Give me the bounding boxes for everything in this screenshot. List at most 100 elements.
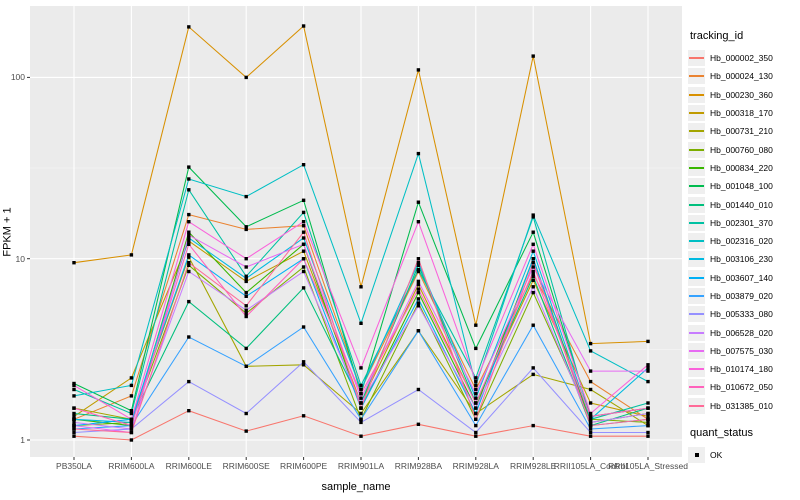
legend-item: Hb_000731_210 [688,122,800,140]
data-point [646,379,650,384]
data-point [531,265,535,269]
data-point [474,396,478,400]
data-point [588,427,593,431]
legend-key [688,159,705,176]
x-tick-label: RRIM600PE [279,461,328,471]
x-tick-label: RRIM600LA [108,461,155,471]
data-point [187,230,191,234]
legend-item: Hb_003879_020 [688,287,800,305]
legend-item-label: Hb_002316_020 [710,236,773,247]
legend-key-line [689,404,704,407]
data-point [531,285,535,289]
data-point [646,339,650,344]
legend-item: Hb_001440_010 [688,195,800,213]
legend-item: Hb_003607_140 [688,269,800,287]
legend-item: Hb_003106_230 [688,250,800,268]
data-point [588,401,593,405]
legend-key [688,178,705,195]
data-point [588,349,593,353]
legend-key [688,306,705,323]
data-point [416,290,421,295]
data-point [72,417,76,421]
data-point [301,257,306,261]
data-point [244,314,248,319]
legend-item-label: Hb_002301_370 [710,217,773,228]
y-tick-label: 1 [20,434,25,445]
legend-item: Hb_000318_170 [688,104,800,122]
legend-item: Hb_006528_020 [688,323,800,341]
data-point [244,346,248,351]
data-point [588,387,593,392]
data-point [359,411,363,416]
data-point [531,274,535,278]
data-point [187,253,191,257]
data-point [72,420,76,425]
data-point [187,242,191,246]
data-point [72,383,76,388]
data-point [588,417,593,421]
legend-key [688,86,705,103]
legend-item-label: Hb_003106_230 [710,254,773,265]
legend-item: Hb_002301_370 [688,214,800,232]
legend-title-tracking-id: tracking_id [690,30,744,42]
data-point [301,230,306,234]
legend-key [688,214,705,231]
y-tick-label: 10 [15,253,25,264]
data-point [72,261,76,265]
data-point [72,434,76,438]
data-point [72,430,76,435]
legend-key [688,269,705,286]
legend-item-label: Hb_031385_010 [710,400,773,411]
data-point [129,430,134,435]
legend-key [688,361,705,378]
data-point [474,401,478,405]
data-point [646,430,650,435]
data-point [531,213,535,217]
data-point [72,427,76,431]
legend-items: Hb_000002_350 Hb_000024_130 Hb_000230_360 H… [688,49,800,415]
legend-key [688,324,705,341]
legend-key [688,105,705,122]
data-point [301,224,306,228]
data-point [359,406,363,410]
data-point [301,210,306,215]
data-point [129,253,134,257]
data-point [129,409,134,413]
data-point [301,220,306,224]
legend-item-label: Hb_000731_210 [710,126,773,137]
legend-item: Hb_010174_180 [688,360,800,378]
data-point [72,411,76,416]
data-point [187,25,191,29]
data-point [301,363,306,367]
data-point [301,414,306,418]
data-point [416,297,421,301]
legend-key-line [689,75,704,78]
data-point [301,325,306,329]
data-point [129,417,134,421]
data-point [474,387,478,392]
data-point [588,423,593,428]
point-marker-icon [694,453,699,458]
data-point [187,269,191,274]
data-point [72,406,76,410]
data-point [474,376,478,380]
data-point [301,286,306,290]
data-point [531,249,535,253]
legend-item: Hb_000834_220 [688,159,800,177]
data-point [359,392,363,396]
data-point [531,54,535,58]
data-point [129,420,134,425]
legend-key-line [689,148,704,151]
data-point [474,323,478,327]
x-axis-title: sample_name [321,481,391,493]
data-point [416,257,421,261]
data-point [129,383,134,388]
data-point [301,249,306,253]
legend-key-line [689,276,704,279]
legend-key [688,379,705,396]
data-point [646,366,650,370]
data-point [359,434,363,438]
data-point [129,423,134,428]
legend-key-line [689,313,704,316]
